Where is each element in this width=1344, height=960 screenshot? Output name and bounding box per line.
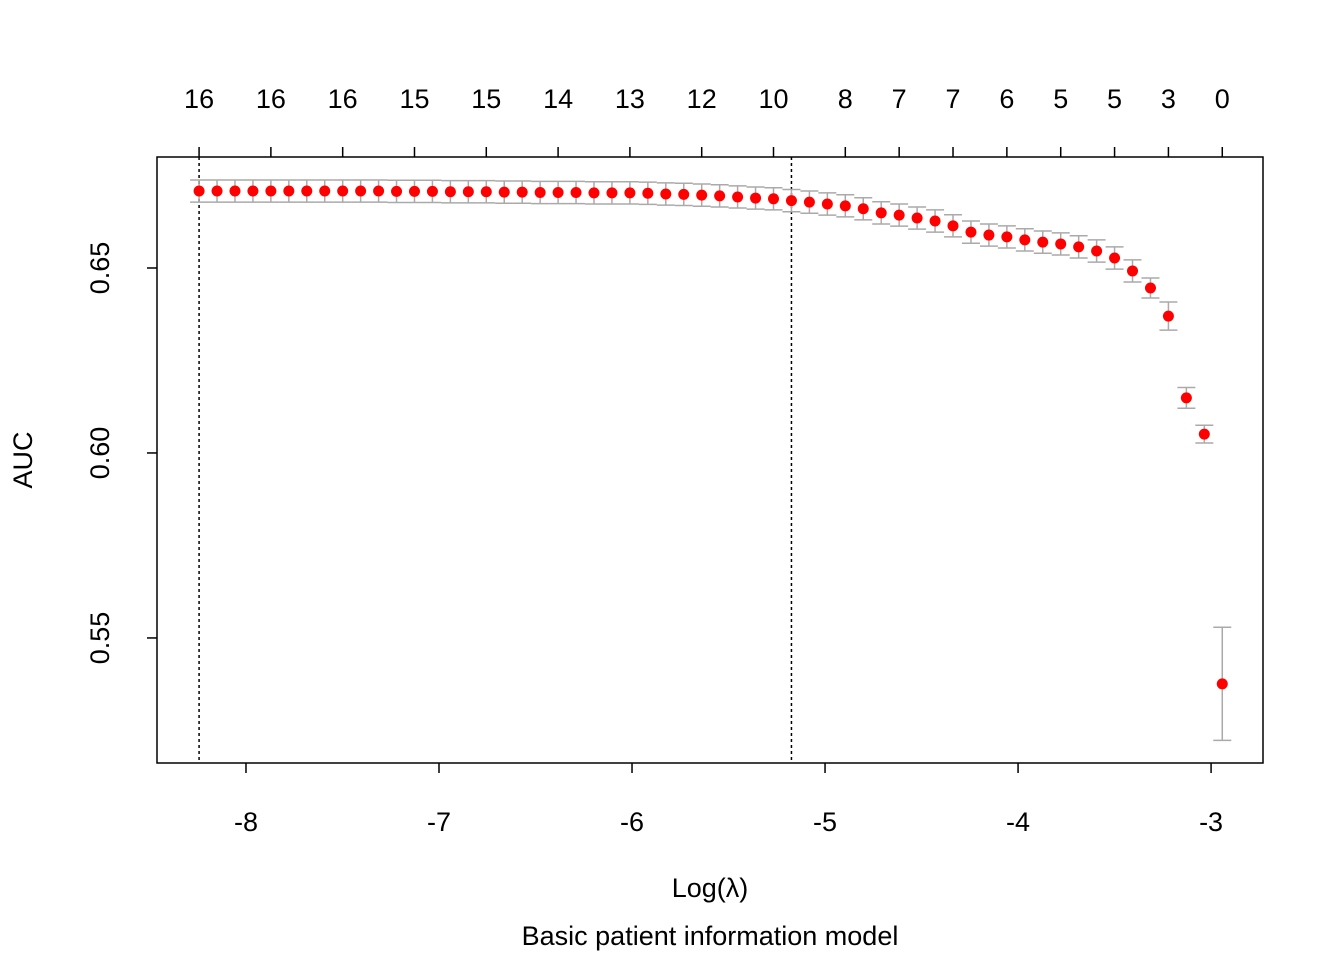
top-tick-label: 12 [687, 84, 717, 114]
point [893, 209, 905, 221]
subtitle: Basic patient information model [522, 921, 899, 951]
point [1216, 678, 1228, 690]
x-tick-label: -4 [1006, 807, 1030, 837]
point [1019, 234, 1031, 246]
point [911, 212, 923, 224]
top-tick-label: 8 [838, 84, 853, 114]
point [875, 207, 887, 219]
point [391, 185, 403, 197]
point [1198, 428, 1210, 440]
y-tick-label: 0.55 [85, 612, 115, 665]
point [1037, 236, 1049, 248]
x-tick-label: -7 [427, 807, 451, 837]
point [696, 189, 708, 201]
point [642, 187, 654, 199]
point [426, 185, 438, 197]
point [247, 185, 259, 197]
point [408, 185, 420, 197]
point [821, 198, 833, 210]
top-tick-label: 5 [1107, 84, 1122, 114]
point [552, 187, 564, 199]
point [803, 196, 815, 208]
point [498, 186, 510, 198]
point [750, 192, 762, 204]
x-tick-label: -3 [1199, 807, 1223, 837]
top-tick-label: 16 [184, 84, 214, 114]
top-tick-label: 16 [328, 84, 358, 114]
point [570, 187, 582, 199]
plot-frame [156, 156, 1264, 764]
point [857, 203, 869, 215]
top-tick-label: 10 [758, 84, 788, 114]
top-tick-label: 6 [999, 84, 1014, 114]
point [929, 215, 941, 227]
top-tick-label: 5 [1053, 84, 1068, 114]
point [283, 185, 295, 197]
point [1162, 310, 1174, 322]
top-tick-label: 7 [945, 84, 960, 114]
y-tick-label: 0.60 [85, 427, 115, 480]
point [1001, 231, 1013, 243]
point [732, 191, 744, 203]
point [1073, 241, 1085, 253]
point [516, 186, 528, 198]
point [534, 187, 546, 199]
point [785, 195, 797, 207]
point [947, 220, 959, 232]
x-tick-label: -6 [620, 807, 644, 837]
point [983, 229, 995, 241]
point [373, 185, 385, 197]
point [211, 185, 223, 197]
top-tick-label: 14 [543, 84, 573, 114]
top-tick-label: 13 [615, 84, 645, 114]
point [606, 187, 618, 199]
y-axis-label: AUC [8, 431, 38, 488]
point [1055, 238, 1067, 250]
x-tick-label: -8 [234, 807, 258, 837]
point [444, 186, 456, 198]
top-tick-label: 15 [399, 84, 429, 114]
point [265, 185, 277, 197]
top-tick-label: 3 [1161, 84, 1176, 114]
top-tick-label: 7 [892, 84, 907, 114]
point [768, 193, 780, 205]
point [319, 185, 331, 197]
point [588, 187, 600, 199]
y-tick-label: 0.65 [85, 242, 115, 295]
point [965, 226, 977, 238]
x-axis-label: Log(λ) [672, 873, 749, 903]
point [301, 185, 313, 197]
point [1127, 265, 1139, 277]
point [839, 200, 851, 212]
point [355, 185, 367, 197]
point [462, 186, 474, 198]
point [678, 188, 690, 200]
point [1144, 282, 1156, 294]
x-tick-label: -5 [813, 807, 837, 837]
point [624, 187, 636, 199]
top-tick-label: 0 [1215, 84, 1230, 114]
top-tick-label: 16 [256, 84, 286, 114]
top-tick-label: 15 [471, 84, 501, 114]
point [193, 185, 205, 197]
point [1180, 392, 1192, 404]
point [480, 186, 492, 198]
point [714, 190, 726, 202]
point [337, 185, 349, 197]
point [1091, 245, 1103, 257]
point [229, 185, 241, 197]
point [1109, 252, 1121, 264]
point [660, 188, 672, 200]
